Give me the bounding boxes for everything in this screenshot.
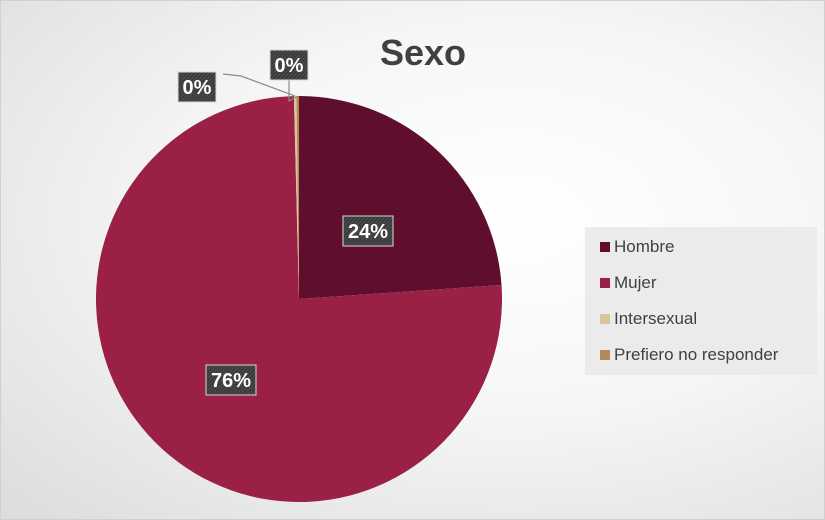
legend-item-mujer: Mujer: [600, 273, 657, 292]
data-label-box: [342, 215, 394, 247]
data-label-text: 0%: [183, 77, 212, 99]
legend-label: Intersexual: [614, 309, 697, 328]
data-label-hombre: 24%: [342, 215, 394, 247]
data-label-box: [269, 49, 309, 81]
data-label-intersexual: 0%: [177, 71, 217, 103]
legend-swatch: [600, 242, 610, 252]
legend-item-prefiero-no-responder: Prefiero no responder: [600, 345, 779, 364]
data-label-box: [205, 364, 257, 396]
legend: Hombre Mujer Intersexual Prefiero no respon…: [585, 227, 817, 375]
data-label-text: 0%: [275, 55, 304, 77]
legend-label: Prefiero no responder: [614, 345, 779, 364]
data-label-text: 24%: [348, 221, 388, 243]
legend-box: [585, 227, 817, 375]
data-labels: 24% 76% 0% 0%: [177, 49, 394, 396]
pie-slice-intersexual: [293, 96, 299, 299]
pie-slices: [95, 96, 502, 502]
legend-item-intersexual: Intersexual: [600, 309, 697, 328]
leader-lines: [222, 73, 299, 103]
legend-swatch: [600, 350, 610, 360]
pie-slice-hombre: [299, 96, 502, 299]
legend-swatch: [600, 278, 610, 288]
data-label-mujer: 76%: [205, 364, 257, 396]
data-label-text: 76%: [211, 370, 251, 392]
data-label-prefiero-no-responder: 0%: [269, 49, 309, 81]
leader-line-prefiero-no-responder: [288, 79, 299, 103]
chart-title: Sexo: [380, 32, 466, 73]
legend-label: Hombre: [614, 237, 674, 256]
data-label-box: [177, 71, 217, 103]
leader-line-intersexual: [222, 73, 296, 97]
pie-slice-mujer: [95, 96, 502, 502]
legend-swatch: [600, 314, 610, 324]
legend-label: Mujer: [614, 273, 657, 292]
pie-slice-prefiero-no-responder: [296, 96, 299, 299]
legend-item-hombre: Hombre: [600, 237, 674, 256]
